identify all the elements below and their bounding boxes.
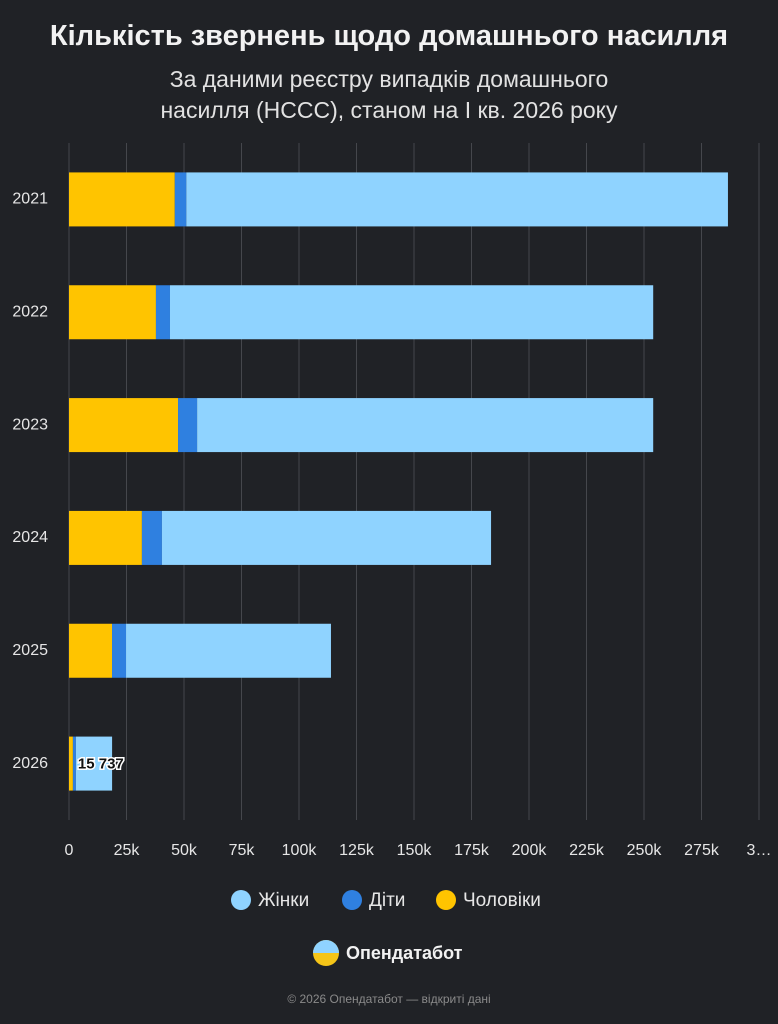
- bar-segment: [155, 285, 170, 340]
- bar-segment: [69, 510, 142, 565]
- brand: Опендатабот: [346, 943, 463, 963]
- x-tick-label: 100k: [282, 842, 318, 859]
- x-tick-label: 225k: [569, 842, 605, 859]
- x-tick-label: 200k: [512, 842, 548, 859]
- bar-segment: [178, 398, 198, 453]
- bar-segment: [141, 510, 162, 565]
- x-tick-label: 3…: [747, 842, 772, 859]
- bar-segment: [69, 172, 175, 227]
- chart-subtitle: За даними реєстру випадків домашнього на…: [160, 66, 618, 123]
- bar-segment: [169, 285, 654, 340]
- y-tick-label: 2024: [12, 529, 48, 546]
- y-tick-label: 2021: [12, 191, 48, 208]
- bar-segment: [69, 736, 73, 791]
- y-tick-label: 2022: [12, 303, 48, 320]
- bar-segment: [69, 398, 179, 453]
- bar-segment: [69, 285, 156, 340]
- legend-label: Чоловіки: [463, 890, 541, 911]
- bar-segment: [75, 736, 113, 791]
- legend-label: Жінки: [258, 890, 309, 911]
- legend-label: Діти: [369, 890, 405, 911]
- y-tick-label: 2023: [12, 416, 48, 433]
- x-tick-label: 125k: [339, 842, 375, 859]
- brand-logo-top: [313, 940, 339, 953]
- y-tick-label: 2026: [12, 755, 48, 772]
- x-tick-label: 175k: [454, 842, 490, 859]
- x-tick-label: 275k: [684, 842, 720, 859]
- x-tick-label: 50k: [171, 842, 198, 859]
- footer: © 2026 Опендатабот — відкриті дані: [287, 992, 490, 1006]
- bar-segment: [112, 623, 127, 678]
- legend-swatch: [342, 890, 362, 910]
- bar-segment: [69, 623, 113, 678]
- y-tick-label: 2025: [12, 642, 48, 659]
- bar-segment: [174, 172, 187, 227]
- x-tick-label: 0: [65, 842, 74, 859]
- x-tick-label: 150k: [397, 842, 433, 859]
- legend-swatch: [436, 890, 456, 910]
- bar-segment: [72, 736, 76, 791]
- bar-segment: [186, 172, 728, 227]
- bar-segment: [197, 398, 654, 453]
- x-tick-label: 25k: [114, 842, 141, 859]
- x-tick-label: 250k: [627, 842, 663, 859]
- x-tick-label: 75k: [229, 842, 256, 859]
- bar-segment: [161, 510, 492, 565]
- chart-title: Кількість звернень щодо домашнього насил…: [49, 20, 729, 52]
- legend-swatch: [231, 890, 251, 910]
- bar-segment: [126, 623, 331, 678]
- value-label: 15 737: [78, 756, 124, 773]
